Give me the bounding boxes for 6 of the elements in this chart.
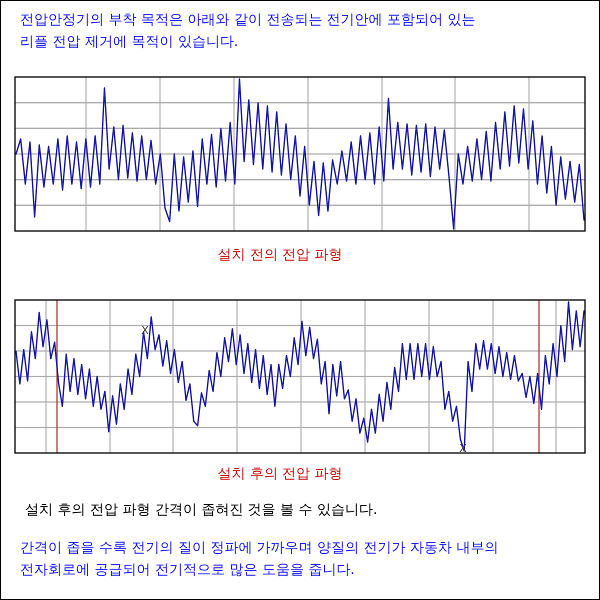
annotation: X: [141, 324, 150, 337]
text: 설치 후의 전압 파형 간격이 좁혀진 것을 볼 수 있습니다.: [25, 502, 378, 518]
x-axis-title: 설치 전의 전압 파형: [217, 247, 343, 263]
x-axis-title: 설치 후의 전압 파형: [217, 466, 343, 482]
chart-title: 전압안정기의 부착 목적은 아래와 같이 전송되는 전기안에 포함되어 있는 리플 전압 제거에 목적이 있습니다.: [20, 12, 476, 50]
text: 간격이 좁을 수록 전기의 질이 정파에 가까우며 양질의 전기가 자동차 내부의 전자회로에 공급되어 전기적으로 많은 도움을 줍니다.: [20, 540, 499, 578]
